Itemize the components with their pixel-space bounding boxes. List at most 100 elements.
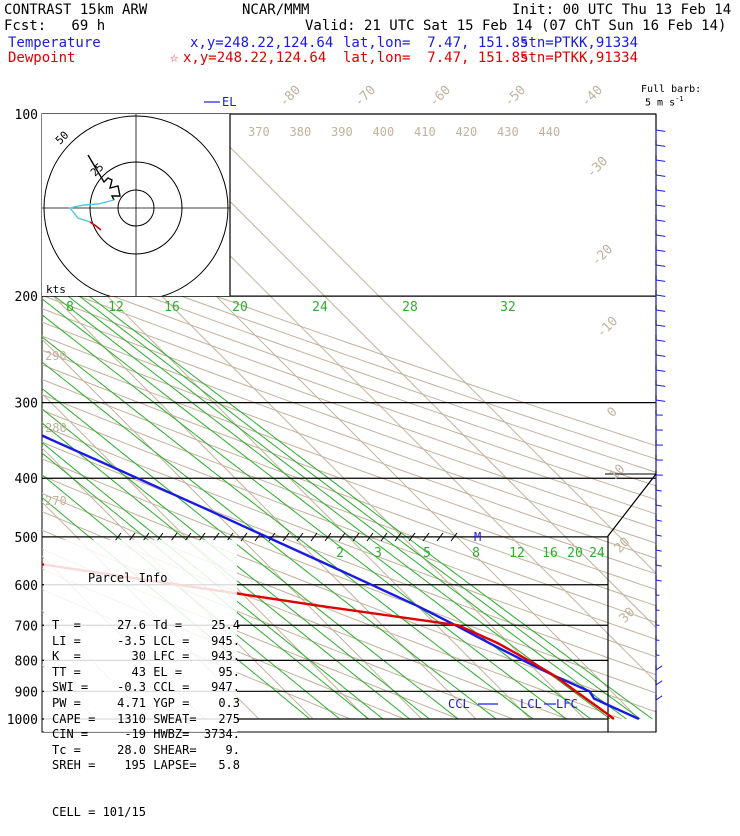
parcel-key: SWEAT= <box>146 712 202 728</box>
mixing-label-upper-8: 8 <box>66 300 74 315</box>
marker-m: M <box>474 530 481 544</box>
mixing-label-upper-32: 32 <box>500 300 516 315</box>
parcel-value: 195 <box>104 758 146 774</box>
parcel-key: LFC = <box>146 649 202 665</box>
pressure-label-200: 200 <box>15 290 38 305</box>
parcel-row: TT =43 EL =95. <box>40 665 240 681</box>
parcel-key: EL = <box>146 665 202 681</box>
wind-barb-flag <box>656 400 665 401</box>
mixing-label-lower-16: 16 <box>542 546 558 561</box>
mixing-label-lower-5: 5 <box>423 546 431 561</box>
pressure-label-900: 900 <box>15 685 38 700</box>
wind-barb-flag <box>656 385 665 386</box>
wind-barb-flag <box>656 490 662 491</box>
wind-barb-flag <box>656 696 662 700</box>
pressure-label-100: 100 <box>15 108 38 123</box>
wind-barb-flag <box>656 220 665 221</box>
parcel-value: 947. <box>202 680 240 696</box>
pressure-label-500: 500 <box>15 531 38 546</box>
parcel-row: CAPE =1310 SWEAT=275 <box>40 712 240 728</box>
wind-barb-flag <box>656 190 665 191</box>
parcel-key: SHEAR= <box>146 743 202 759</box>
parcel-key: CCL = <box>146 680 202 696</box>
parcel-value: 27.6 <box>104 618 146 634</box>
parcel-value: -3.5 <box>104 634 146 650</box>
parcel-value: 95. <box>202 665 240 681</box>
wind-barb-flag <box>656 520 662 521</box>
mixing-label-upper-16: 16 <box>164 300 180 315</box>
theta-label-410: 410 <box>414 125 436 139</box>
parcel-key: SWI = <box>40 680 104 696</box>
wind-barb-flag <box>656 580 662 581</box>
wind-barb-flag <box>656 565 662 566</box>
parcel-row: CIN =-19 HWBZ=3734. <box>40 727 240 743</box>
parcel-key: LI = <box>40 634 104 650</box>
parcel-key: CIN = <box>40 727 104 743</box>
parcel-key: T = <box>40 618 104 634</box>
pressure-label-1000: 1000 <box>7 713 38 728</box>
parcel-row: PW =4.71 YGP =0.3 <box>40 696 240 712</box>
wind-barb-flag <box>656 535 662 536</box>
parcel-row: T =27.6 Td =25.4 <box>40 618 240 634</box>
marker-lfc: LFC <box>556 697 578 711</box>
isotherm-label--50: -50 <box>502 83 529 110</box>
wind-barb-flag <box>656 280 665 281</box>
pressure-label-400: 400 <box>15 472 38 487</box>
parcel-value: 3734. <box>202 727 240 743</box>
wind-barb-flag <box>656 130 665 131</box>
isotherm-label--80: -80 <box>277 83 304 110</box>
wind-barb-flag <box>656 355 665 356</box>
parcel-cell: CELL = 101/15 <box>40 805 240 821</box>
theta-label-380: 380 <box>290 125 312 139</box>
parcel-row: SWI =-0.3 CCL =947. <box>40 680 240 696</box>
pressure-label-700: 700 <box>15 619 38 634</box>
marker-ccl: CCL <box>448 697 470 711</box>
wind-barb-flag <box>656 340 665 341</box>
wind-barb-flag <box>656 145 665 146</box>
mixing-label-lower-20: 20 <box>567 546 583 561</box>
parcel-key: PW = <box>40 696 104 712</box>
barb-note-2: 5 m s-1 <box>645 94 684 108</box>
parcel-key: YGP = <box>146 696 202 712</box>
parcel-value: 30 <box>104 649 146 665</box>
theta-label-290: 290 <box>45 349 67 363</box>
mixing-label-upper-20: 20 <box>232 300 248 315</box>
parcel-row: Tc =28.0 SHEAR=9. <box>40 743 240 759</box>
parcel-value: 275 <box>202 712 240 728</box>
wind-barb-flag <box>656 265 665 266</box>
parcel-value: 4.71 <box>104 696 146 712</box>
parcel-key: LAPSE= <box>146 758 202 774</box>
theta-label-390: 390 <box>331 125 353 139</box>
parcel-value: 9. <box>202 743 240 759</box>
isotherm-label--70: -70 <box>352 83 379 110</box>
parcel-value: 43 <box>104 665 146 681</box>
wind-barb-flag <box>656 175 665 176</box>
parcel-value: 0.3 <box>202 696 240 712</box>
parcel-key: Td = <box>146 618 202 634</box>
parcel-key: K = <box>40 649 104 665</box>
theta-label-420: 420 <box>456 125 478 139</box>
parcel-value: 945. <box>202 634 240 650</box>
hodo-units: kts <box>46 283 66 296</box>
parcel-row: LI =-3.5 LCL =945. <box>40 634 240 650</box>
mixing-label-upper-24: 24 <box>312 300 328 315</box>
wind-barb-flag <box>656 205 665 206</box>
pressure-label-600: 600 <box>15 579 38 594</box>
wind-barb-flag <box>656 310 665 311</box>
mixing-label-upper-28: 28 <box>402 300 418 315</box>
parcel-value: 1310 <box>104 712 146 728</box>
wind-barb-flag <box>656 370 665 371</box>
theta-label-400: 400 <box>373 125 395 139</box>
parcel-key: Tc = <box>40 743 104 759</box>
parcel-key: CAPE = <box>40 712 104 728</box>
mixing-label-upper-12: 12 <box>108 300 124 315</box>
parcel-key: LCL = <box>146 634 202 650</box>
wind-barb-flag <box>656 505 662 506</box>
wind-barb-flag <box>656 295 665 296</box>
parcel-value: 943. <box>202 649 240 665</box>
parcel-value: 25.4 <box>202 618 240 634</box>
isotherm-label--60: -60 <box>427 83 454 110</box>
wind-barb-flag <box>656 160 665 161</box>
theta-label-440: 440 <box>539 125 561 139</box>
